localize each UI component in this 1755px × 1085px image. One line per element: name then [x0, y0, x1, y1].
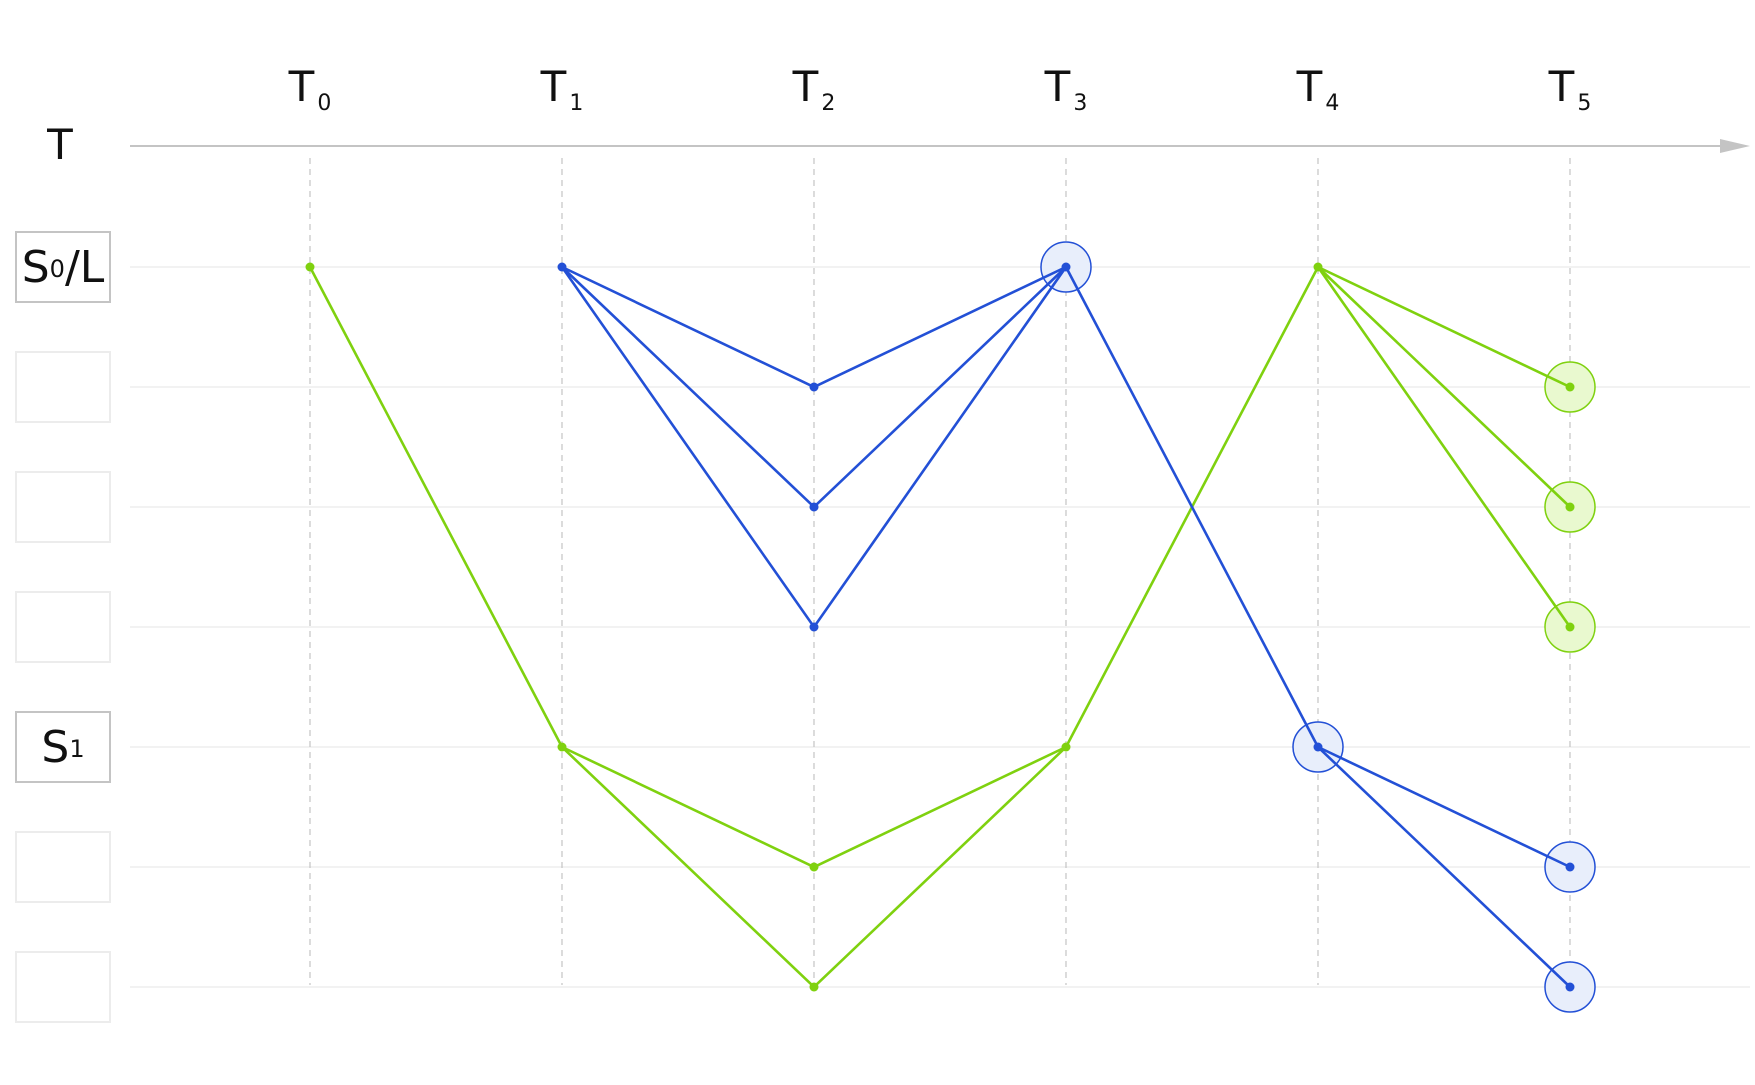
blue-node-dot: [809, 382, 819, 392]
time-axis-arrowhead: [1720, 139, 1750, 153]
time-axis-label: T: [47, 120, 73, 169]
green-path: [1316, 266, 1572, 628]
state-label-empty: [15, 351, 111, 423]
blue-path: [1064, 266, 1320, 748]
green-node-dot: [1565, 382, 1575, 392]
green-path: [1317, 265, 1571, 389]
grid-layer: [130, 158, 1750, 988]
state-label-empty: [15, 471, 111, 543]
green-node-dot: [557, 742, 567, 752]
green-node-dot: [1565, 622, 1575, 632]
green-node-dot: [1313, 262, 1323, 272]
time-axis: [130, 139, 1750, 153]
blue-node-dot: [1061, 262, 1071, 272]
blue-node-dot: [1565, 982, 1575, 992]
green-node-dot: [1061, 742, 1071, 752]
blue-path: [1317, 746, 1571, 988]
green-node-dot: [305, 262, 315, 272]
green-node-dot: [1565, 502, 1575, 512]
state-label-empty: [15, 591, 111, 663]
state-label-empty: [15, 951, 111, 1023]
green-path: [1317, 266, 1571, 508]
nodes-layer: [305, 262, 1575, 992]
green-node-dot: [809, 982, 819, 992]
blue-node-dot: [1565, 862, 1575, 872]
blue-node-dot: [1313, 742, 1323, 752]
blue-node-dot: [557, 262, 567, 272]
blue-path: [1317, 745, 1571, 869]
blue-node-dot: [809, 502, 819, 512]
green-node-dot: [809, 862, 819, 872]
state-label-s0: S 0/L: [15, 231, 111, 303]
green-path: [308, 266, 564, 748]
blue-node-dot: [809, 622, 819, 632]
state-label-empty: [15, 831, 111, 903]
